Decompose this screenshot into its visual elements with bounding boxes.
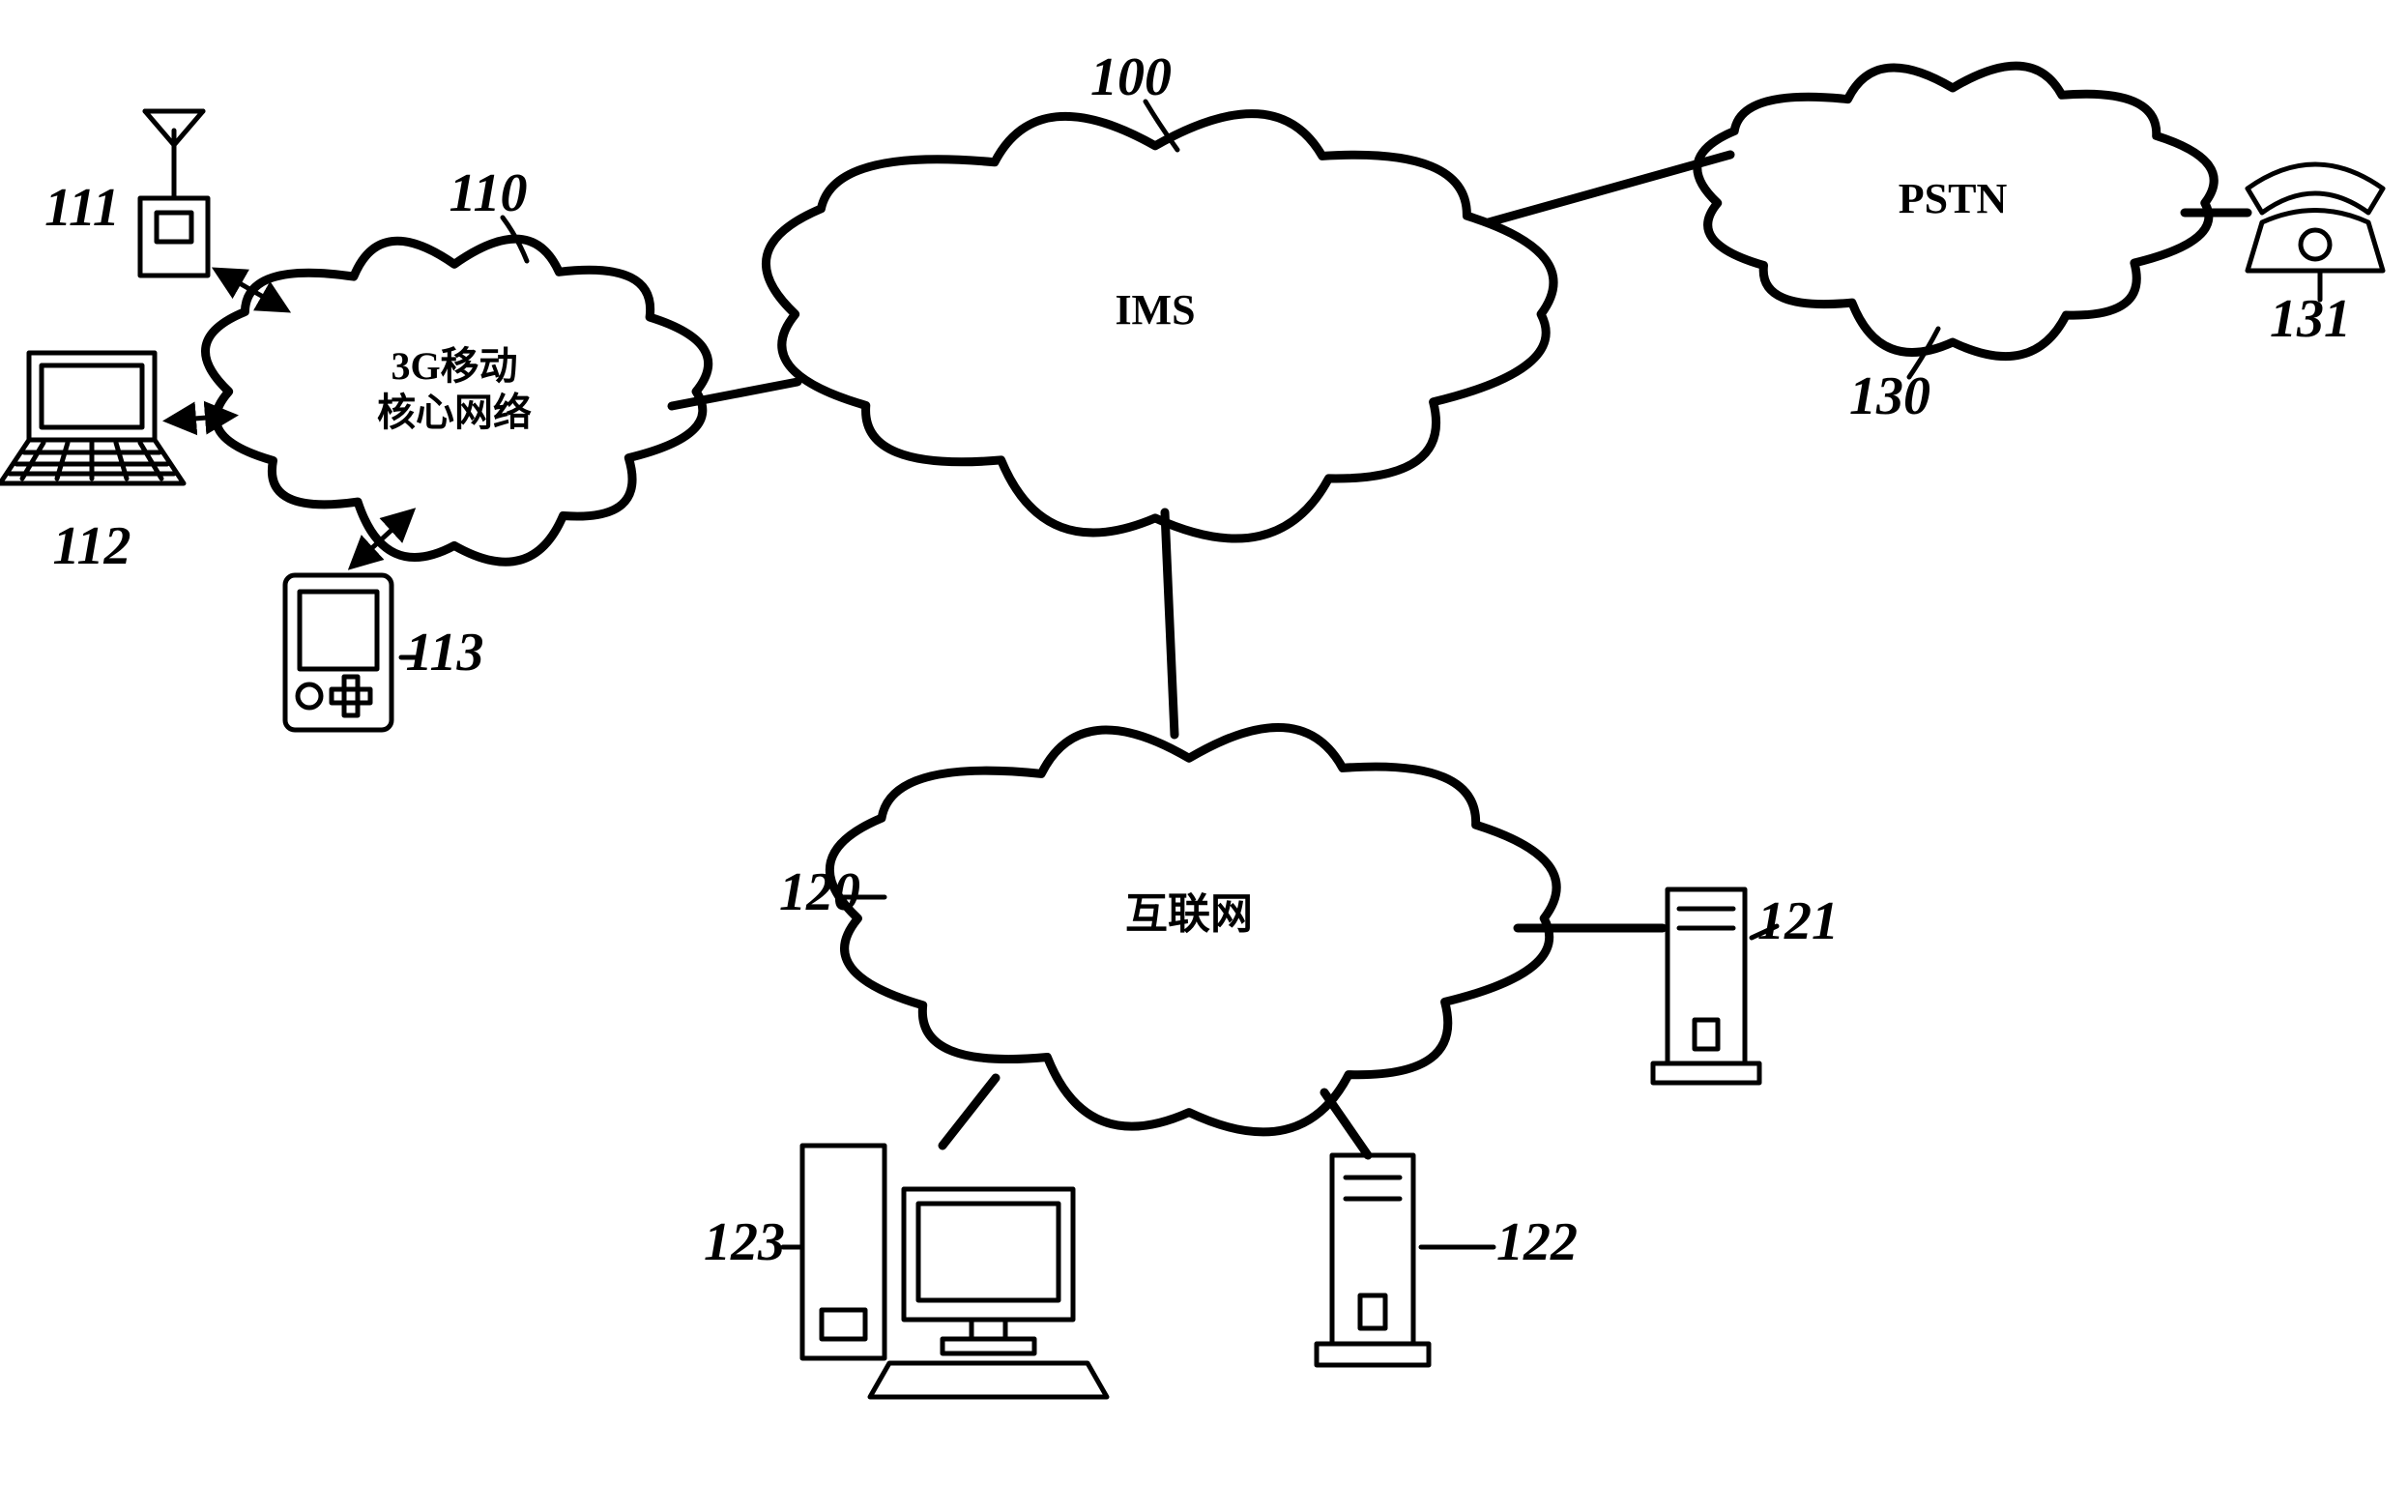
laptop-icon [0,353,184,483]
handheld-icon [285,575,392,730]
refnum-122: 122 [1496,1212,1578,1272]
link-internet-122 [1324,1092,1368,1155]
label-pstn: PSTN [1899,175,2008,222]
refnum-113: 113 [406,623,484,683]
link-ims-pstn [1489,155,1730,222]
telephone-icon [2248,164,2383,271]
refnum-131: 131 [2270,289,2351,349]
refnum-130: 130 [1849,366,1930,426]
desktop-icon [802,1146,1107,1397]
link-3g-112 [169,416,232,421]
refnum-112: 112 [53,516,131,576]
diagram-canvas: IMS PSTN 互联网 3G移动核心网络 100 110 111 112 113 120 121 1… [0,0,2408,1512]
wireless-terminal-icon [140,111,208,276]
label-3g-2: 核心网络 [377,391,532,434]
link-ims-internet [1165,512,1175,735]
link-internet-123 [943,1078,996,1146]
refnum-120: 120 [779,862,860,922]
refnum-100: 100 [1090,47,1172,107]
server-icon-122 [1317,1155,1429,1365]
label-internet: 互联网 [1125,890,1253,938]
link-3g-ims [672,382,798,406]
refnum-123: 123 [704,1212,785,1272]
label-3g-1: 3G移动 [391,344,517,388]
server-icon-121 [1653,889,1759,1083]
refnum-121: 121 [1757,891,1839,951]
refnum-111: 111 [44,178,120,238]
refnum-110: 110 [450,163,528,223]
label-ims: IMS [1115,286,1195,334]
